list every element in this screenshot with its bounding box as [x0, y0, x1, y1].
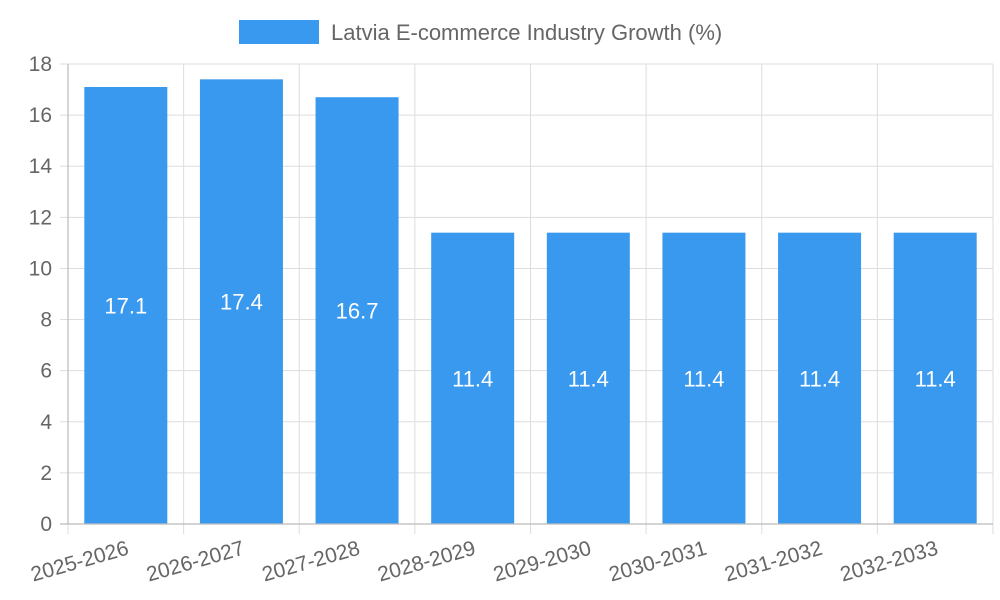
bar-value-label: 11.4: [915, 366, 956, 391]
bar-value-label: 17.4: [220, 290, 263, 315]
legend-swatch[interactable]: [239, 20, 319, 44]
bar-value-label: 16.7: [336, 299, 379, 324]
y-tick-label: 12: [29, 206, 52, 229]
y-tick-label: 6: [40, 360, 52, 383]
legend-label[interactable]: Latvia E-commerce Industry Growth (%): [331, 20, 722, 45]
bar[interactable]: [315, 97, 399, 524]
bar-value-label: 11.4: [452, 366, 493, 391]
x-tick-label: 2028-2029: [375, 537, 478, 587]
x-tick-label: 2030-2031: [606, 537, 709, 587]
bar[interactable]: [778, 232, 862, 524]
bar-value-label: 11.4: [568, 366, 609, 391]
y-tick-label: 4: [40, 411, 52, 434]
data-labels: 17.1 17.4 16.7 11.4 11.4 11.4 11.4 11.4: [104, 290, 955, 392]
y-tick-label: 14: [29, 155, 53, 178]
bar-value-label: 11.4: [799, 366, 840, 391]
bar-value-label: 11.4: [683, 366, 724, 391]
x-tick-label: 2025-2026: [28, 537, 131, 587]
y-tick-label: 2: [40, 462, 52, 485]
bar[interactable]: [893, 232, 977, 524]
y-tick-label: 0: [40, 513, 52, 536]
legend[interactable]: Latvia E-commerce Industry Growth (%): [239, 20, 722, 45]
x-tick-label: 2029-2030: [491, 537, 594, 587]
x-tick-label: 2032-2033: [838, 537, 941, 587]
bar[interactable]: [199, 79, 283, 524]
x-tick-label: 2031-2032: [722, 537, 825, 587]
y-tick-label: 10: [29, 257, 52, 280]
bar[interactable]: [84, 87, 168, 524]
x-tick-label: 2026-2027: [144, 537, 247, 587]
bar[interactable]: [546, 232, 630, 524]
y-tick-label: 8: [40, 309, 52, 332]
bar-value-label: 17.1: [104, 294, 147, 319]
y-tick-label: 18: [29, 53, 52, 76]
y-tick-label: 16: [29, 104, 52, 127]
bar[interactable]: [431, 232, 515, 524]
bar[interactable]: [662, 232, 746, 524]
x-tick-label: 2027-2028: [260, 537, 363, 587]
bars: [84, 79, 977, 524]
